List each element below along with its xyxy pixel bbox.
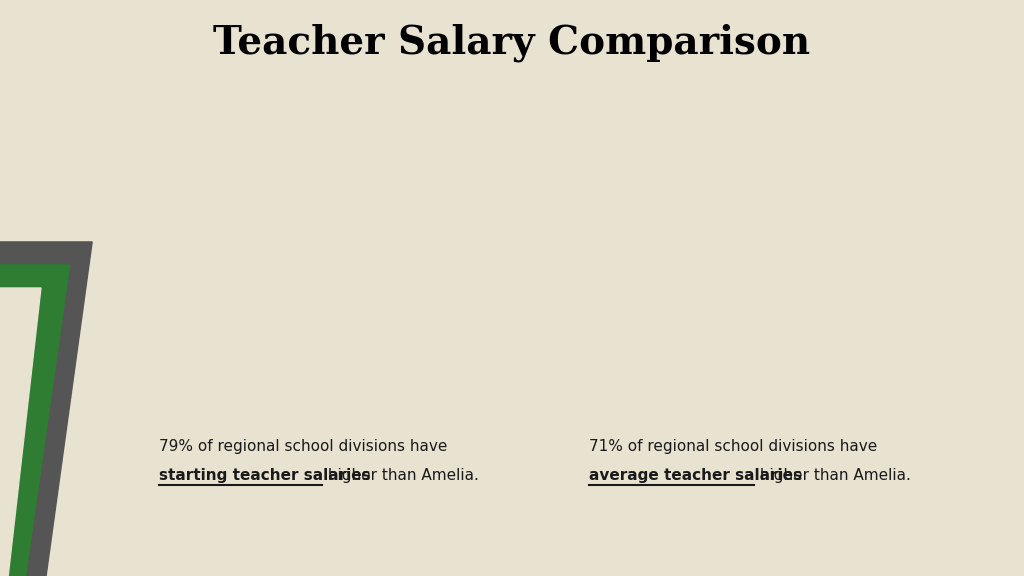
Y-axis label: Thousands: Thousands <box>103 214 114 267</box>
Bar <box>156 412 171 576</box>
Bar <box>654 283 672 576</box>
Polygon shape <box>0 265 70 576</box>
Bar <box>207 305 222 576</box>
Bar <box>438 120 454 576</box>
Bar <box>258 262 273 576</box>
Bar <box>181 365 197 576</box>
Bar <box>232 194 248 576</box>
Text: higher than Amelia.: higher than Amelia. <box>755 468 910 483</box>
Title: Comparison of Starting Salaries: Comparison of Starting Salaries <box>230 52 430 65</box>
Text: 71% of regional school divisions have: 71% of regional school divisions have <box>589 439 877 454</box>
Bar <box>464 150 479 576</box>
Bar <box>336 232 351 576</box>
Bar <box>489 382 505 576</box>
Bar <box>683 215 700 576</box>
Text: Teacher Salary Comparison: Teacher Salary Comparison <box>213 24 811 62</box>
Bar <box>967 358 984 576</box>
Bar <box>627 343 643 576</box>
Bar <box>797 262 814 576</box>
Text: higher than Amelia.: higher than Amelia. <box>323 468 478 483</box>
Text: starting teacher salaries: starting teacher salaries <box>159 468 371 483</box>
Bar <box>939 251 955 576</box>
Bar <box>854 279 870 576</box>
Bar <box>361 352 377 576</box>
Bar <box>712 241 728 576</box>
Bar <box>740 236 757 576</box>
Title: Average Teacher Salary by School Division: Average Teacher Salary by School Divisio… <box>657 52 925 65</box>
Polygon shape <box>0 242 92 576</box>
Bar <box>825 401 842 576</box>
Bar <box>387 369 402 576</box>
Bar <box>413 331 428 576</box>
Bar <box>910 119 928 576</box>
Bar <box>768 283 785 576</box>
Polygon shape <box>0 288 41 576</box>
Text: average teacher salaries: average teacher salaries <box>589 468 802 483</box>
Bar <box>309 180 325 576</box>
Bar <box>882 283 899 576</box>
Bar <box>284 176 299 576</box>
Text: 79% of regional school divisions have: 79% of regional school divisions have <box>159 439 447 454</box>
Bar <box>598 305 615 576</box>
